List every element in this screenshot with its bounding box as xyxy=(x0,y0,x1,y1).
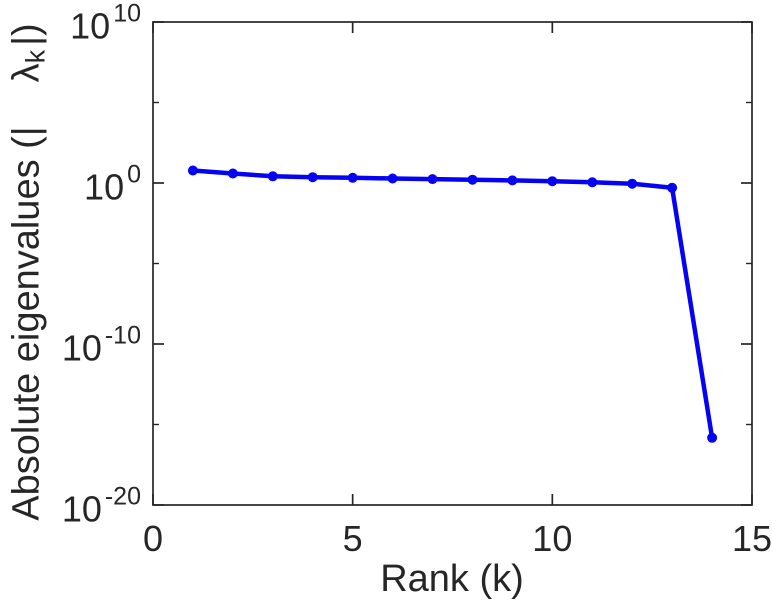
y-tick-exponent: -10 xyxy=(104,321,141,350)
y-tick-base: 10 xyxy=(61,488,102,530)
y-axis-label: Absolute eigenvalues (| λk |) xyxy=(5,23,51,521)
x-tick-label: 10 xyxy=(532,518,573,559)
lambda-subscript: k xyxy=(20,49,51,64)
data-point xyxy=(667,182,678,193)
y-tick-label: 10 10 xyxy=(70,0,141,47)
y-tick-label: 10 -10 xyxy=(61,321,141,369)
y-tick-base: 10 xyxy=(70,5,111,47)
x-axis-label: Rank (k) xyxy=(380,558,524,600)
axis-box xyxy=(152,21,753,506)
data-point xyxy=(227,168,238,179)
data-point xyxy=(347,172,358,183)
data-point xyxy=(707,432,718,443)
data-point xyxy=(507,175,518,186)
data-point xyxy=(387,173,398,184)
y-axis-label-suffix: |) xyxy=(5,23,48,46)
data-point xyxy=(627,178,638,189)
y-tick-label: 10 0 xyxy=(84,160,141,208)
x-tick-label: 5 xyxy=(342,518,363,559)
data-point xyxy=(307,172,318,183)
y-axis-label-prefix: Absolute eigenvalues (| xyxy=(5,126,48,521)
data-point xyxy=(427,174,438,185)
data-point xyxy=(267,171,278,182)
y-tick-exponent: 0 xyxy=(127,160,141,189)
data-point xyxy=(547,176,558,187)
y-tick-exponent: -20 xyxy=(104,482,141,511)
data-point xyxy=(187,165,198,176)
y-tick-base: 10 xyxy=(61,327,102,369)
y-tick-label: 10 -20 xyxy=(61,482,141,530)
y-tick-base: 10 xyxy=(84,166,125,208)
lambda-symbol: λ xyxy=(5,63,48,83)
y-tick-exponent: 10 xyxy=(113,0,141,28)
data-line xyxy=(190,168,715,441)
x-tick-label: 0 xyxy=(142,518,164,559)
data-point xyxy=(467,174,478,185)
x-tick-label: 15 xyxy=(731,518,772,559)
data-point xyxy=(587,177,598,188)
